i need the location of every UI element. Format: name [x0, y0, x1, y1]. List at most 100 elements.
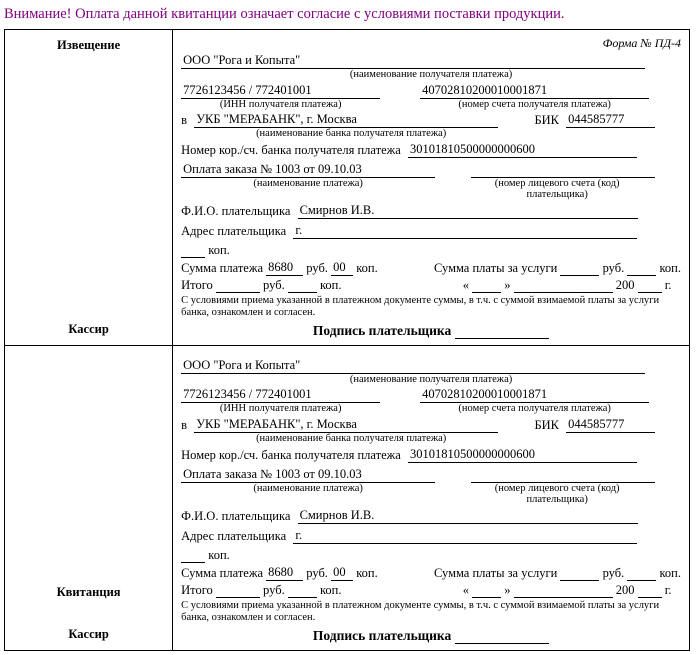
address-label-2: Адрес плательщика [181, 529, 286, 543]
recipient-caption-2: (наименование получателя платежа) [181, 374, 681, 386]
payment-name-caption: (наименование платежа) [181, 178, 435, 201]
account-caption-2: (номер счета получателя платежа) [420, 403, 649, 415]
total-label-2: Итого [181, 583, 213, 597]
fio-label-2: Ф.И.О. плательщика [181, 509, 290, 523]
bik-label-2: БИК [534, 418, 559, 432]
sum-kop: 00 [331, 260, 353, 276]
personal-account-2 [471, 468, 655, 483]
sum-rub: 8680 [266, 260, 303, 276]
service-rub-2 [560, 566, 599, 581]
payment-name-2: Оплата заказа № 1003 от 09.10.03 [181, 467, 435, 483]
date-open-2: « [463, 583, 469, 597]
address-value: г. [293, 223, 637, 239]
total-rub-2 [216, 583, 260, 598]
date-year-2 [638, 583, 662, 598]
right-column-top: Форма № ПД-4 ООО "Рога и Копыта" (наимен… [173, 30, 690, 346]
account-value-2: 40702810200010001871 [420, 387, 649, 403]
bik-label: БИК [534, 113, 559, 127]
in-label-2: в [181, 418, 187, 432]
kop-line-blank-2 [181, 548, 205, 563]
sum-kop-2: 00 [331, 565, 353, 581]
rub-label-1: руб. [306, 261, 328, 275]
bank-name: УКБ "МЕРАБАНК", г. Москва [194, 112, 498, 128]
date-day-2 [472, 583, 501, 598]
left-column-receipt: Квитанция Кассир [5, 345, 173, 650]
date-month-2 [514, 583, 613, 598]
inn-caption-2: (ИНН получателя платежа) [181, 403, 380, 415]
corr-value-2: 30101810500000000600 [408, 447, 637, 463]
kop-line-label-2: коп. [208, 548, 230, 562]
right-column-bottom: ООО "Рога и Копыта" (наименование получа… [173, 345, 690, 650]
fio-value-2: Смирнов И.В. [298, 508, 638, 524]
address-value-2: г. [293, 528, 637, 544]
account-value: 40702810200010001871 [420, 83, 649, 99]
kop-label-2b: коп. [659, 566, 681, 580]
form-number: Форма № ПД-4 [181, 36, 681, 51]
kop-label-3b: коп. [320, 583, 342, 597]
warning-text: Внимание! Оплата данной квитанции означа… [4, 6, 692, 23]
year-prefix-2: 200 [616, 583, 635, 597]
kop-label-2: коп. [659, 261, 681, 275]
agreement-text: С условиями приема указанной в платежном… [181, 295, 681, 319]
corr-label-2: Номер кор./сч. банка получателя платежа [181, 448, 401, 462]
bank-name-2: УКБ "МЕРАБАНК", г. Москва [194, 417, 498, 433]
date-open: « [463, 278, 469, 292]
inn-value-2: 7726123456 / 772401001 [181, 387, 380, 403]
left-column-notice: Извещение Кассир [5, 30, 173, 346]
rub-label-3: руб. [263, 278, 285, 292]
kop-label-3: коп. [320, 278, 342, 292]
service-rub [560, 261, 599, 276]
fio-value: Смирнов И.В. [298, 203, 638, 219]
sum-rub-2: 8680 [266, 565, 303, 581]
total-rub [216, 278, 260, 293]
rub-label-2: руб. [603, 261, 625, 275]
cashier-label-bottom: Кассир [5, 627, 172, 642]
year-suffix: г. [665, 278, 672, 292]
cashier-label-top: Кассир [5, 322, 172, 337]
date-close: » [504, 278, 510, 292]
total-kop [288, 278, 317, 293]
service-kop [627, 261, 656, 276]
rub-label-2b: руб. [603, 566, 625, 580]
sum-pay-label-2: Сумма платежа [181, 566, 263, 580]
year-prefix: 200 [616, 278, 635, 292]
receipt-form: Извещение Кассир Форма № ПД-4 ООО "Рога … [4, 29, 690, 651]
kop-line-blank [181, 243, 205, 258]
agreement-text-2: С условиями приема указанной в платежном… [181, 600, 681, 624]
sum-service-label: Сумма платы за услуги [434, 261, 557, 275]
rub-label-3b: руб. [263, 583, 285, 597]
sum-pay-label: Сумма платежа [181, 261, 263, 275]
in-label: в [181, 113, 187, 127]
total-label: Итого [181, 278, 213, 292]
corr-label: Номер кор./сч. банка получателя платежа [181, 143, 401, 157]
personal-acc-caption-2: (номер лицевого счета (код) плательщика) [465, 483, 649, 506]
date-year [638, 278, 662, 293]
bank-caption: (наименование банка получателя платежа) [191, 128, 511, 140]
signature-line: Подпись плательщика [181, 323, 681, 339]
bik-value-2: 044585777 [566, 417, 655, 433]
address-label: Адрес плательщика [181, 224, 286, 238]
date-month [514, 278, 613, 293]
account-caption: (номер счета получателя платежа) [420, 99, 649, 111]
fio-label: Ф.И.О. плательщика [181, 204, 290, 218]
date-day [472, 278, 501, 293]
sum-service-label-2: Сумма платы за услуги [434, 566, 557, 580]
bank-caption-2: (наименование банка получателя платежа) [191, 433, 511, 445]
personal-account [471, 163, 655, 178]
service-kop-2 [627, 566, 656, 581]
date-close-2: » [504, 583, 510, 597]
inn-caption: (ИНН получателя платежа) [181, 99, 380, 111]
company-name: ООО "Рога и Копыта" [181, 53, 645, 69]
bik-value: 044585777 [566, 112, 655, 128]
inn-value: 7726123456 / 772401001 [181, 83, 380, 99]
notice-label: Извещение [13, 38, 164, 53]
kop-line-label: коп. [208, 243, 230, 257]
kop-label-1: коп. [356, 261, 378, 275]
recipient-caption: (наименование получателя платежа) [181, 69, 681, 81]
year-suffix-2: г. [665, 583, 672, 597]
kop-label-1b: коп. [356, 566, 378, 580]
receipt-label: Квитанция [5, 585, 172, 600]
total-kop-2 [288, 583, 317, 598]
payment-name-caption-2: (наименование платежа) [181, 483, 435, 506]
company-name-2: ООО "Рога и Копыта" [181, 358, 645, 374]
